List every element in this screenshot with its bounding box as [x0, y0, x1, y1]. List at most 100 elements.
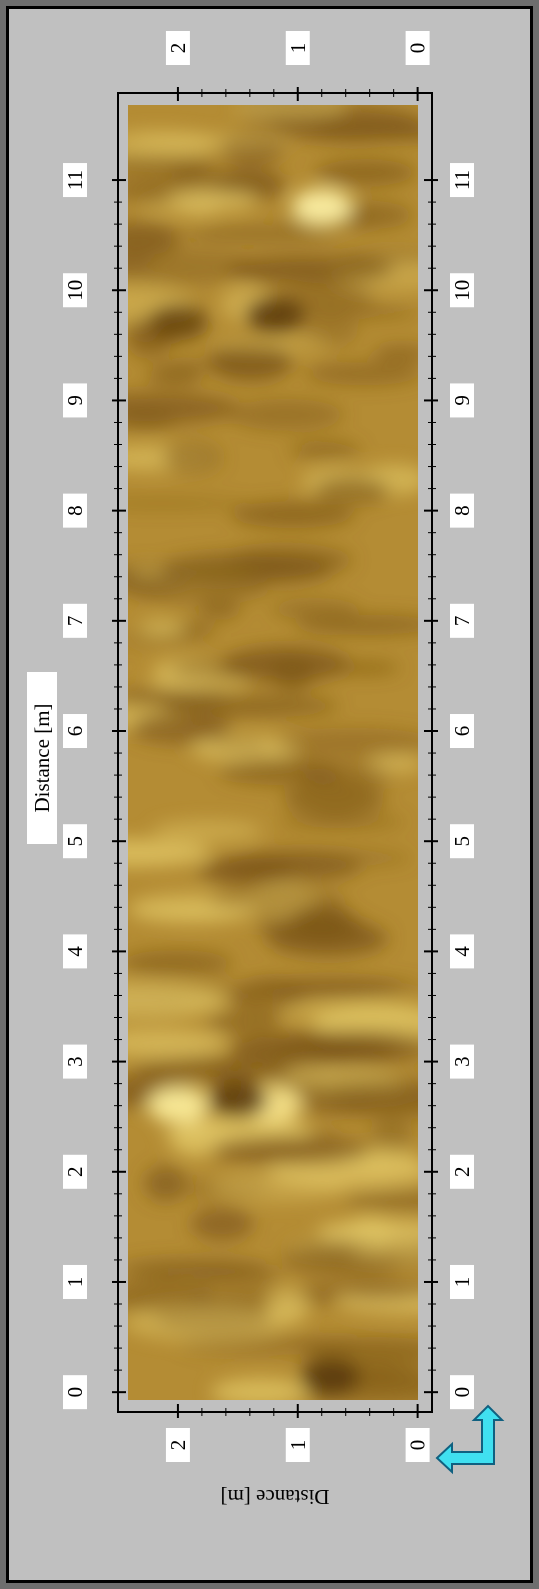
texture-spot: [239, 848, 413, 868]
x-tick-label: 8: [450, 505, 474, 516]
tick-label-box: [450, 1264, 474, 1299]
texture-spot: [128, 498, 247, 509]
texture-spot: [158, 553, 335, 585]
x-tick-label: 11: [450, 170, 474, 190]
x-tick-label: 5: [63, 836, 87, 847]
texture-spot: [283, 781, 386, 817]
y-tick-label: 1: [286, 43, 310, 54]
y-tick-label: 2: [166, 1440, 190, 1451]
x-tick-label: 10: [450, 280, 474, 301]
tick-label-box: [63, 714, 87, 749]
orientation-icon: [435, 1404, 505, 1475]
tick-label-box: [63, 603, 87, 638]
tick-label-box: [63, 1044, 87, 1079]
tick-label-box: [63, 383, 87, 418]
x-tick-label: 9: [450, 395, 474, 406]
texture-spot: [372, 345, 418, 362]
x-tick-label: 8: [63, 505, 87, 516]
tick-label-box: [450, 383, 474, 418]
x-tick-label: 5: [450, 836, 474, 847]
tick-label-box: [63, 493, 87, 528]
texture-spot: [349, 1244, 418, 1260]
texture-spot: [128, 248, 260, 286]
tick-label-box: [450, 163, 474, 198]
texture-spot: [302, 318, 360, 346]
tick-label-box: [63, 1375, 87, 1410]
x-tick-label: 4: [450, 946, 474, 957]
texture-spot: [161, 694, 340, 718]
tick-label-box: [63, 934, 87, 969]
y-axis-title: Distance [m]: [220, 1485, 329, 1509]
texture-spot: [190, 1207, 254, 1241]
tick-label-box: [63, 163, 87, 198]
texture-spot: [292, 189, 352, 225]
texture-spot: [205, 1008, 281, 1036]
texture-spot: [128, 635, 192, 646]
tick-label-box: [165, 1428, 190, 1462]
texture-spot: [292, 904, 355, 941]
texture-spot: [146, 365, 204, 385]
tick-label-box: [405, 1428, 430, 1462]
texture-spot: [280, 1066, 334, 1085]
x-tick-label: 1: [63, 1277, 87, 1288]
texture-spot: [289, 441, 361, 458]
axis-title-box: [27, 672, 57, 844]
texture-spot: [306, 1033, 418, 1063]
plot-frame: [117, 92, 433, 1413]
tick-label-box: [285, 1428, 310, 1462]
x-tick-label: 6: [63, 726, 87, 737]
texture-spot: [316, 1219, 418, 1244]
texture-spots: [128, 105, 418, 1400]
tick-label-box: [450, 934, 474, 969]
texture-spot: [226, 255, 395, 285]
x-tick-label: 9: [63, 395, 87, 406]
tick-label-box: [165, 31, 190, 65]
texture-spot: [138, 619, 186, 638]
texture-spot: [313, 476, 390, 504]
texture-spot: [162, 441, 223, 474]
texture-spot: [295, 614, 418, 635]
texture-spot: [181, 225, 340, 243]
x-tick-label: 0: [450, 1387, 474, 1398]
tick-label-box: [63, 1154, 87, 1189]
texture-spot: [234, 105, 347, 120]
texture-spot: [210, 1170, 350, 1203]
texture-spot: [163, 357, 293, 371]
tick-label-box: [450, 603, 474, 638]
texture-spot: [144, 1165, 188, 1202]
x-tick-label: 3: [63, 1056, 87, 1067]
x-tick-label: 7: [63, 616, 87, 627]
texture-spot: [211, 1136, 372, 1165]
texture-spot: [128, 1028, 228, 1058]
texture-spot: [267, 1287, 309, 1325]
texture-spot: [229, 398, 344, 431]
tick-label-box: [63, 824, 87, 859]
texture-spot: [148, 1087, 208, 1123]
texture-spot: [230, 501, 355, 528]
texture-spot: [293, 1284, 418, 1297]
texture-spot: [128, 950, 233, 976]
texture-spot: [211, 739, 269, 752]
tick-label-box: [405, 31, 430, 65]
texture-spot: [245, 297, 305, 333]
y-tick-label: 1: [286, 1440, 310, 1451]
texture-spot: [330, 661, 401, 674]
tick-label-box: [450, 714, 474, 749]
texture-spot: [210, 1377, 310, 1400]
texture-spot: [300, 1359, 360, 1395]
map-image: [128, 105, 418, 1400]
texture-spot: [129, 712, 232, 744]
x-tick-label: 7: [450, 616, 474, 627]
texture-spot: [222, 646, 350, 682]
texture-spot: [128, 155, 220, 172]
tick-label-box: [63, 273, 87, 308]
y-tick-label: 2: [166, 43, 190, 54]
texture-spot: [131, 1055, 303, 1082]
x-tick-label: 2: [450, 1167, 474, 1178]
texture-spot: [128, 982, 228, 1018]
texture-spot: [148, 304, 208, 340]
texture-spot: [314, 159, 417, 186]
x-tick-label: 0: [63, 1387, 87, 1398]
tick-label-box: [285, 31, 310, 65]
